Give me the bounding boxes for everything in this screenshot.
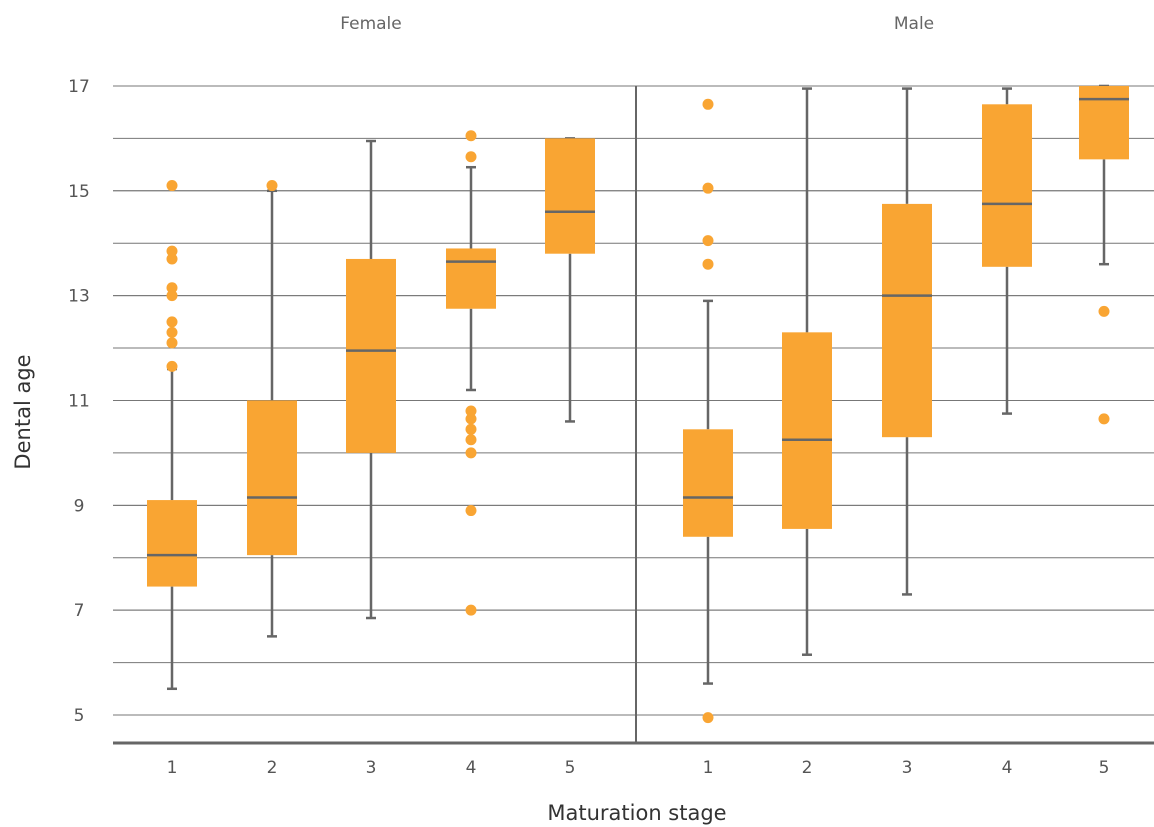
outlier-point [465, 604, 477, 616]
y-tick-label: 17 [68, 77, 90, 97]
x-tick-label: 1 [167, 758, 178, 778]
x-tick-label: 4 [1002, 758, 1013, 778]
x-tick-label: 4 [466, 758, 477, 778]
y-axis-title: Dental age [11, 354, 35, 469]
box-iqr [1079, 85, 1129, 160]
box-series [147, 84, 1129, 724]
x-tick-labels: 1 2 3 4 5 1 2 3 4 5 [167, 758, 1110, 778]
outlier-point [166, 180, 178, 192]
box-female-4 [446, 130, 496, 616]
x-tick-label: 3 [366, 758, 377, 778]
outlier-point [465, 434, 477, 446]
box-iqr [982, 104, 1032, 267]
x-tick-label: 1 [703, 758, 714, 778]
outlier-point [166, 360, 178, 372]
outlier-point [166, 253, 178, 265]
panel-title-male: Male [894, 14, 934, 34]
y-tick-label: 9 [74, 496, 85, 516]
box-male-5 [1079, 84, 1129, 425]
outlier-point [702, 258, 714, 270]
outlier-point [1098, 413, 1110, 425]
outlier-point [465, 413, 477, 425]
outlier-point [702, 98, 714, 110]
x-tick-label: 3 [902, 758, 913, 778]
box-male-3 [882, 87, 932, 596]
box-iqr [446, 248, 496, 309]
outlier-point [465, 151, 477, 163]
outlier-point [166, 337, 178, 349]
y-tick-label: 5 [74, 706, 85, 726]
box-female-1 [147, 180, 197, 691]
box-male-4 [982, 87, 1032, 415]
outlier-point [166, 290, 178, 302]
box-male-1 [683, 98, 733, 724]
x-tick-label: 2 [802, 758, 813, 778]
outlier-point [465, 447, 477, 459]
box-female-3 [346, 139, 396, 620]
outlier-point [166, 326, 178, 338]
outlier-point [166, 282, 178, 294]
y-tick-label: 15 [68, 182, 90, 202]
x-tick-label: 5 [1099, 758, 1110, 778]
box-iqr [782, 332, 832, 529]
panel-title-female: Female [340, 14, 401, 34]
outlier-point [465, 505, 477, 517]
box-iqr [346, 258, 396, 453]
outlier-point [266, 180, 278, 192]
box-iqr [147, 500, 197, 587]
box-iqr [882, 203, 932, 438]
outlier-point [702, 235, 714, 247]
box-iqr [247, 400, 297, 556]
outlier-point [702, 712, 714, 724]
outlier-point [702, 182, 714, 194]
y-tick-label: 13 [68, 287, 90, 307]
outlier-point [465, 423, 477, 435]
outlier-point [1098, 305, 1110, 317]
outlier-point [465, 405, 477, 417]
x-tick-label: 5 [565, 758, 576, 778]
box-female-5 [545, 137, 595, 423]
y-tick-labels: 5 7 9 11 13 15 17 [68, 77, 90, 726]
outlier-point [465, 130, 477, 142]
outlier-point [166, 316, 178, 328]
box-iqr [545, 138, 595, 254]
box-male-2 [782, 87, 832, 656]
box-iqr [683, 429, 733, 537]
y-tick-label: 7 [74, 601, 85, 621]
outlier-point [166, 245, 178, 257]
x-axis-title: Maturation stage [547, 801, 726, 825]
y-tick-label: 11 [68, 391, 90, 411]
x-tick-label: 2 [267, 758, 278, 778]
box-female-2 [247, 180, 297, 638]
